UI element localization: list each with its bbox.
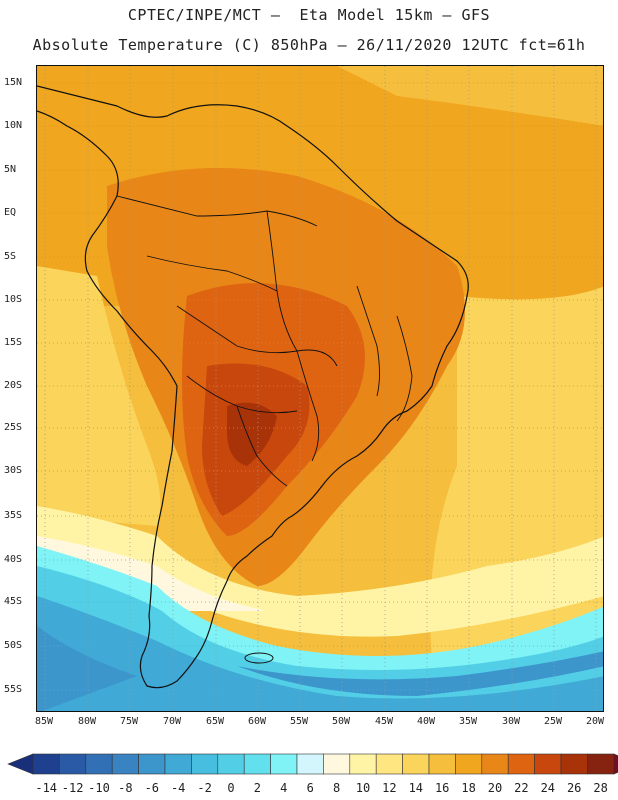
south-america-coastline: [37, 85, 469, 689]
colorbar-low-arrow: [7, 753, 34, 775]
lat-label: 15S: [4, 337, 23, 348]
map-panel[interactable]: [36, 65, 604, 712]
colorbar-label: -8: [118, 781, 133, 795]
field-colder: [37, 596, 603, 711]
colorbar-label: -6: [144, 781, 160, 795]
lat-label: 40S: [4, 554, 23, 565]
lat-label: EQ: [4, 207, 17, 218]
colorbar-swatch: [270, 753, 298, 775]
colorbar-swatch: [481, 753, 509, 775]
lat-label: 35S: [4, 510, 23, 521]
colorbar-label: 16: [434, 781, 450, 795]
colorbar-label: 24: [540, 781, 556, 795]
colorbar-label: -2: [197, 781, 212, 795]
colorbar-swatch: [138, 753, 166, 775]
colorbar-label: 6: [306, 781, 314, 795]
colorbar-swatch: [455, 753, 483, 775]
colorbar-swatch: [507, 753, 535, 775]
colorbar-swatch: [375, 753, 403, 775]
field-temperate: [37, 506, 603, 637]
field-cold-band: [237, 651, 603, 696]
colorbar-label: -12: [61, 781, 84, 795]
colorbar-swatches: [7, 753, 618, 775]
lon-label: 85W: [34, 716, 54, 727]
lat-label: 25S: [4, 422, 23, 433]
colorbar-label: 0: [227, 781, 235, 795]
lat-label: 50S: [4, 640, 23, 651]
colorbar-label: 10: [355, 781, 371, 795]
lat-label: 5S: [4, 251, 17, 262]
colorbar-label: 8: [332, 781, 341, 795]
colorbar-swatch: [217, 753, 245, 775]
colorbar-swatch: [428, 753, 456, 775]
field-core-peak: [227, 402, 277, 466]
title-line-2: Absolute Temperature (C) 850hPa – 26/11/…: [32, 36, 586, 54]
colorbar-swatch: [32, 753, 60, 775]
lon-label: 75W: [119, 716, 139, 727]
colorbar-swatch: [349, 753, 377, 775]
lat-label: 5N: [4, 164, 17, 175]
temperature-map: [37, 66, 603, 711]
colorbar-label: 28: [593, 781, 608, 795]
colorbar: [0, 748, 618, 800]
colorbar-swatch: [534, 753, 562, 775]
lon-label: 55W: [289, 716, 309, 727]
colorbar-label: 20: [487, 781, 503, 795]
colorbar-label: 12: [382, 781, 397, 795]
lat-label: 55S: [4, 684, 23, 695]
falklands-outline: [244, 652, 274, 664]
lon-label: 80W: [77, 716, 97, 727]
colorbar-label: 4: [280, 781, 288, 795]
colorbar-swatch: [560, 753, 588, 775]
colorbar-label: 22: [514, 781, 529, 795]
lon-label: 35W: [458, 716, 478, 727]
country-borders: [116, 195, 413, 487]
colorbar-swatch: [59, 753, 87, 775]
colorbar-swatch: [296, 753, 324, 775]
colorbar-label: 14: [408, 781, 424, 795]
colorbar-label: 26: [566, 781, 582, 795]
colorbar-label: -4: [170, 781, 186, 795]
colorbar-label: -10: [88, 781, 110, 795]
lon-label: 25W: [543, 716, 563, 727]
field-pacific: [37, 266, 161, 526]
field-north-cooler: [337, 66, 603, 126]
lon-label: 20W: [585, 716, 605, 727]
lon-label: 50W: [331, 716, 351, 727]
lon-label: 60W: [247, 716, 267, 727]
lat-label: 45S: [4, 596, 23, 607]
colorbar-swatch: [85, 753, 113, 775]
lat-label: 30S: [4, 465, 23, 476]
colorbar-swatch: [164, 753, 192, 775]
title-line-1: CPTEC/INPE/MCT – Eta Model 15km – GFS: [127, 6, 491, 24]
lat-label: 15N: [4, 77, 23, 88]
colorbar-high-arrow: [613, 753, 618, 775]
lat-label: 10N: [4, 120, 23, 131]
lon-label: 40W: [416, 716, 436, 727]
colorbar-swatch: [111, 753, 139, 775]
colorbar-label: 18: [461, 781, 476, 795]
lat-label: 20S: [4, 380, 23, 391]
colorbar-swatch: [323, 753, 351, 775]
lon-label: 45W: [374, 716, 394, 727]
colorbar-swatch: [243, 753, 271, 775]
lat-label: 10S: [4, 294, 23, 305]
colorbar-label: -14: [35, 781, 58, 795]
lon-label: 65W: [205, 716, 225, 727]
colorbar-label: 2: [253, 781, 261, 795]
lon-label: 30W: [501, 716, 521, 727]
colorbar-swatch: [587, 753, 615, 775]
lon-label: 70W: [162, 716, 182, 727]
colorbar-swatch: [191, 753, 219, 775]
graticule: [37, 66, 603, 711]
colorbar-swatch: [402, 753, 430, 775]
